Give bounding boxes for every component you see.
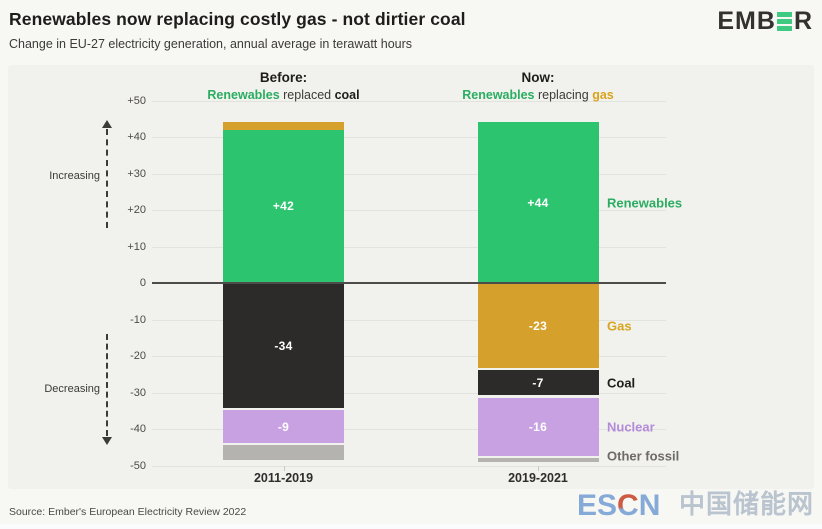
bar-segment-gas: -23 [477, 284, 599, 368]
x-axis-tick [283, 465, 285, 471]
column-heading-subtitle-part: Renewables [462, 88, 535, 102]
escn-logo-icon: ESCN [577, 489, 660, 521]
y-axis-tick-label: -50 [130, 459, 146, 472]
bar-segment-other-fossil [477, 457, 599, 462]
column-heading: Before: Renewables replaced coal [207, 70, 359, 102]
y-axis-tick-label: -30 [130, 386, 146, 399]
escn-letter-c: C [617, 489, 639, 521]
gridline [152, 392, 666, 394]
escn-letter-n: N [639, 489, 661, 521]
decreasing-label: Decreasing [44, 383, 100, 395]
page-title: Renewables now replacing costly gas - no… [9, 9, 466, 29]
column-heading-subtitle-part: Renewables [207, 88, 280, 102]
gridline [152, 210, 666, 211]
column-heading-title: Before: [259, 70, 308, 85]
increasing-label: Increasing [49, 170, 100, 182]
bar-value-label: -9 [277, 419, 290, 434]
bar-segment-nuclear: -16 [477, 397, 599, 456]
chart-panel [8, 65, 814, 489]
x-axis-tick [538, 465, 539, 471]
bar-value-label: -34 [274, 339, 293, 354]
bar-value-label: -16 [528, 419, 548, 434]
bar-value-label: -7 [532, 375, 544, 390]
gridline [152, 100, 666, 102]
column-heading-subtitle-part: gas [592, 88, 614, 102]
zero-line [152, 282, 666, 284]
gridline [152, 319, 666, 321]
y-axis-tick-label: 0 [139, 277, 146, 289]
y-axis-tick-label: +20 [127, 204, 146, 216]
column-heading-subtitle-part: replaced [279, 88, 335, 102]
legend-label-gas: Gas [607, 318, 632, 334]
gridline [152, 246, 666, 248]
svg-text:ESCN: ESCN [577, 489, 660, 521]
column-heading-title: Now: [521, 70, 555, 85]
legend-label-coal: Coal [607, 375, 636, 391]
ember-logo-text-right: R [793, 7, 813, 35]
gridline [152, 465, 666, 467]
ember-green-e-icon [776, 12, 792, 31]
x-axis-category-label: 2019-2021 [508, 471, 568, 485]
y-axis-tick-label: +40 [127, 131, 146, 143]
ember-logo-text-left: EMB [717, 7, 776, 35]
bar-segment-coal: -7 [477, 369, 599, 396]
legend-label-other-fossil: Other fossil [607, 448, 680, 464]
gridline [152, 356, 666, 357]
column-heading-subtitle-part: replacing [534, 88, 593, 102]
bar-value-label: +42 [272, 199, 295, 214]
gridline [152, 429, 666, 430]
page-subtitle: Change in EU-27 electricity generation, … [9, 37, 413, 51]
y-axis-tick-label: +50 [127, 94, 146, 107]
bar-value-label: +44 [527, 195, 549, 210]
y-axis-tick-label: -20 [130, 350, 146, 362]
legend-label-renewables: Renewables [607, 195, 683, 211]
column-heading-subtitle: Renewables replaced coal [207, 88, 359, 102]
bar-segment-renewables: +42 [223, 129, 344, 283]
gridline [152, 137, 666, 138]
column-heading-subtitle: Renewables replacing gas [462, 88, 614, 102]
gridline [152, 173, 666, 175]
x-axis-category-label: 2011-2019 [253, 471, 314, 485]
escn-letters-es: ES [577, 489, 617, 521]
bar-segment-nuclear: -9 [223, 410, 344, 443]
y-axis-tick-label: +10 [127, 240, 146, 253]
y-axis-tick-label: -10 [130, 313, 146, 326]
legend-label-nuclear: Nuclear [607, 419, 655, 435]
bar-segment-gas [223, 122, 344, 130]
source-note: Source: Ember's European Electricity Rev… [9, 506, 247, 518]
decreasing-arrow-icon [102, 437, 112, 445]
bar-segment-renewables: +44 [477, 122, 599, 283]
escn-watermark: ESCN 中国储能网 [577, 487, 814, 521]
y-axis-tick-label: +30 [127, 167, 146, 180]
bar-segment-other-fossil [223, 444, 344, 460]
bar-value-label: -23 [528, 318, 548, 333]
bar-segment-coal: -34 [223, 284, 344, 409]
decreasing-dashed-line [106, 334, 108, 436]
column-heading: Now: Renewables replacing gas [462, 70, 614, 102]
ember-logo: EMB R [717, 9, 813, 34]
y-axis-tick-label: -40 [130, 423, 146, 435]
escn-chinese-text: 中国储能网 [678, 489, 814, 519]
column-heading-subtitle-part: coal [334, 88, 360, 102]
bottom-edge-strip [0, 524, 822, 529]
increasing-dashed-line [106, 129, 108, 228]
increasing-arrow-icon [102, 120, 112, 128]
